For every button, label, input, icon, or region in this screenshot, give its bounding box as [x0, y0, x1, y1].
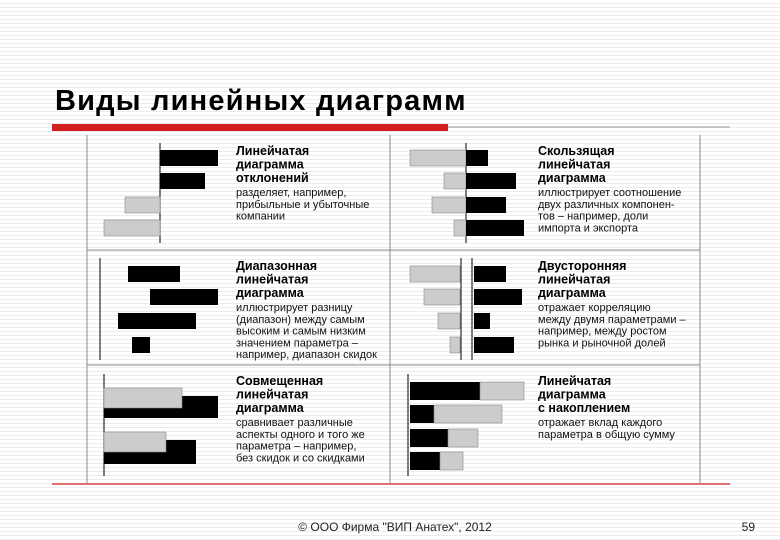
- panel-description: например, между ростом: [538, 326, 667, 338]
- panel-description: например, диапазон скидок: [236, 349, 377, 361]
- panel-heading: линейчатая: [538, 273, 610, 287]
- panel-heading: диаграмма: [538, 286, 607, 300]
- slide-title: Виды линейных диаграмм: [55, 85, 467, 117]
- panel-description: между двумя параметрами –: [538, 314, 687, 326]
- panel-heading: линейчатая: [236, 388, 308, 402]
- panel-heading: диаграмма: [236, 401, 305, 415]
- panel-description: компании: [236, 211, 285, 223]
- panel-heading: отклонений: [236, 171, 309, 185]
- panel-description: импорта и экспорта: [538, 222, 639, 234]
- panel-description: высоким и самым низким: [236, 326, 366, 338]
- panel-heading: Двусторонняя: [538, 259, 626, 273]
- panel-description: аспекты одного и того же: [236, 429, 365, 441]
- panel-grid: [52, 135, 730, 485]
- panel-description: параметра – например,: [236, 441, 356, 453]
- panel-description: параметра в общую сумму: [538, 429, 675, 441]
- panel-description: разделяет, например,: [236, 187, 346, 199]
- panel-description: иллюстрирует соотношение: [538, 187, 681, 199]
- panel-heading: линейчатая: [538, 158, 610, 172]
- panel-heading: Совмещенная: [236, 374, 323, 388]
- panel-heading: Скользящая: [538, 144, 615, 158]
- panel-description: отражает корреляцию: [538, 302, 651, 314]
- diagram-icons: [99, 143, 525, 476]
- panel-heading: линейчатая: [236, 273, 308, 287]
- panel-description: отражает вклад каждого: [538, 417, 662, 429]
- panel-description: без скидок и со скидками: [236, 452, 365, 464]
- panel-heading: Линейчатая: [236, 144, 309, 158]
- page-number: 59: [742, 520, 756, 534]
- panel-description: прибыльные и убыточные: [236, 199, 369, 211]
- title-underline: [52, 124, 730, 131]
- panel-heading: диаграмма: [538, 388, 607, 402]
- panel-description: двух различных компонен-: [538, 199, 675, 211]
- panel-heading: Диапазонная: [236, 259, 317, 273]
- panel-heading: диаграмма: [236, 158, 305, 172]
- panel-description: тов – например, доли: [538, 211, 648, 223]
- panel-heading: Линейчатая: [538, 374, 611, 388]
- panel-heading: с накоплением: [538, 401, 630, 415]
- panel-description: иллюстрирует разницу: [236, 302, 353, 314]
- panel-heading: диаграмма: [538, 171, 607, 185]
- footer: © ООО Фирма "ВИП Анатех", 2012: [298, 520, 492, 534]
- panel-description: сравнивает различные: [236, 417, 353, 429]
- panel-description: (диапазон) между самым: [236, 314, 365, 326]
- panel-description: значением параметра –: [236, 337, 359, 349]
- panel-description: рынка и рыночной долей: [538, 337, 666, 349]
- panel-heading: диаграмма: [236, 286, 305, 300]
